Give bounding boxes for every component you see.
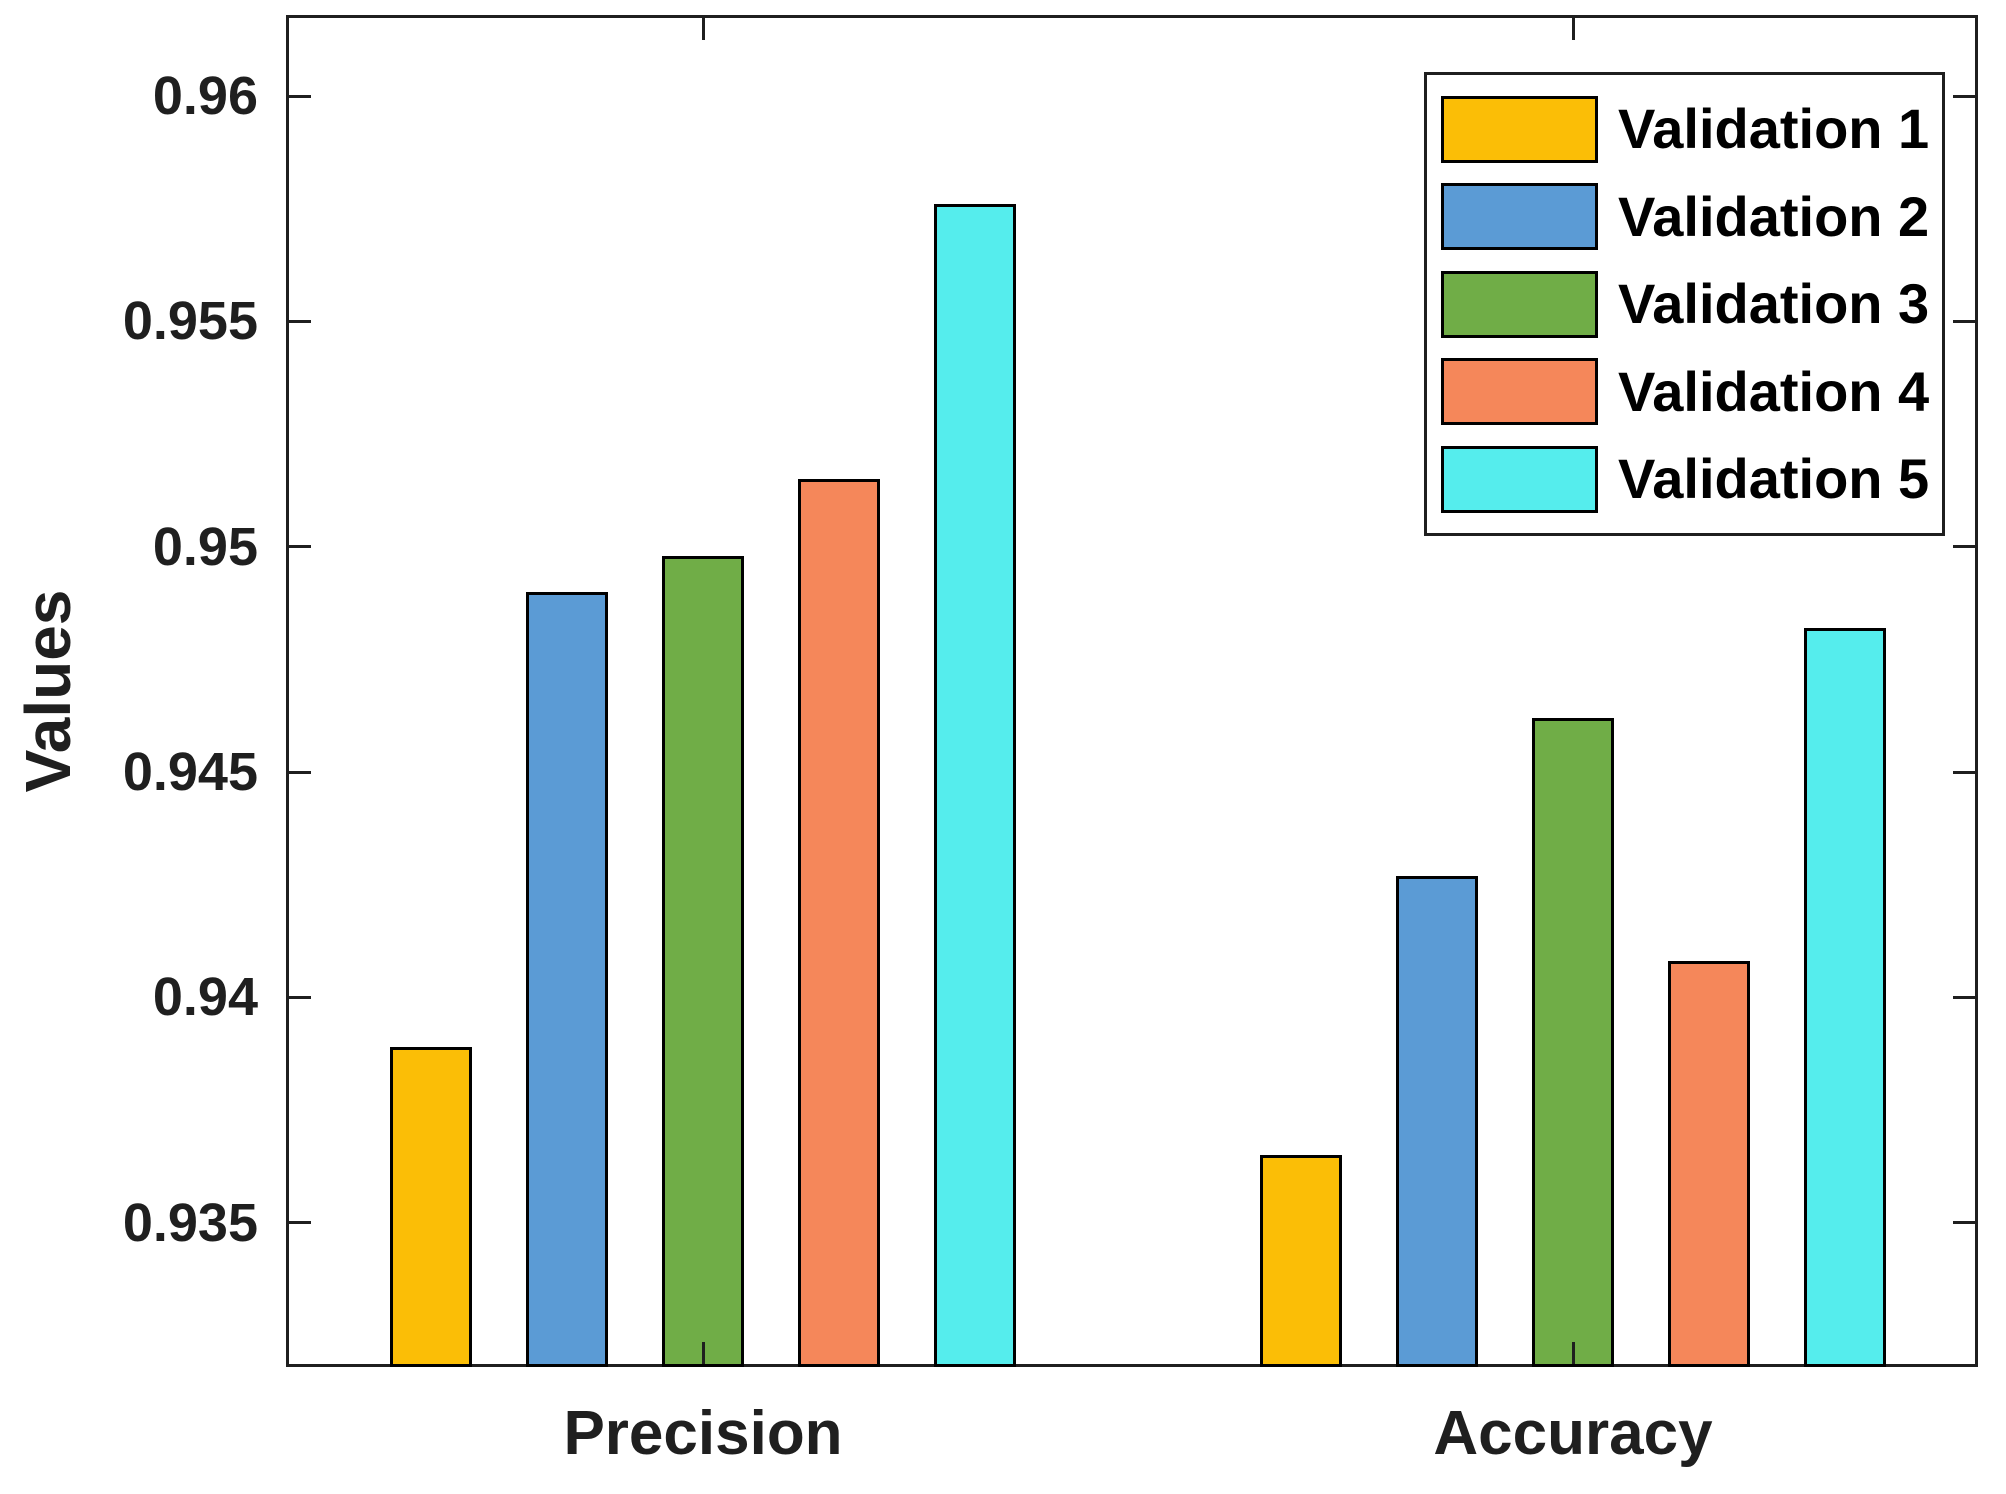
y-tick-label: 0.945 xyxy=(122,742,258,803)
x-tick-label-accuracy: Accuracy xyxy=(1433,1399,1713,1468)
y-tick-right xyxy=(1953,545,1975,549)
legend: Validation 1 Validation 2 Validation 3 Vali… xyxy=(1424,72,1945,536)
y-tick-left xyxy=(289,319,311,323)
y-tick-label: 0.96 xyxy=(152,66,258,127)
y-tick-right xyxy=(1953,770,1975,774)
legend-label: Validation 1 xyxy=(1618,97,1930,160)
legend-entry: Validation 1 xyxy=(1441,95,1942,163)
y-tick-right xyxy=(1953,1221,1975,1225)
x-tick-bottom xyxy=(1571,1342,1575,1364)
bar-precision-validation-5 xyxy=(934,204,1016,1367)
legend-swatch-validation-4 xyxy=(1441,358,1598,425)
y-tick-left xyxy=(289,94,311,98)
bar-accuracy-validation-4 xyxy=(1668,961,1750,1367)
y-tick-label: 0.935 xyxy=(122,1192,258,1253)
legend-entry: Validation 2 xyxy=(1441,183,1942,250)
legend-swatch-validation-5 xyxy=(1441,445,1598,513)
x-tick-top xyxy=(701,18,705,40)
y-tick-left xyxy=(289,770,311,774)
bar-precision-validation-4 xyxy=(798,479,880,1367)
y-tick-right xyxy=(1953,995,1975,999)
x-tick-label-precision: Precision xyxy=(563,1399,843,1468)
bar-accuracy-validation-1 xyxy=(1260,1155,1342,1367)
y-tick-right xyxy=(1953,319,1975,323)
legend-label: Validation 3 xyxy=(1618,272,1930,335)
x-tick-bottom xyxy=(701,1342,705,1364)
legend-entry: Validation 5 xyxy=(1441,445,1942,513)
y-tick-label: 0.94 xyxy=(152,967,258,1028)
legend-label: Validation 4 xyxy=(1618,359,1930,423)
legend-swatch-validation-1 xyxy=(1441,95,1598,163)
legend-label: Validation 5 xyxy=(1618,447,1930,510)
legend-swatch-validation-2 xyxy=(1441,183,1598,250)
bar-precision-validation-3 xyxy=(662,555,744,1367)
y-tick-right xyxy=(1953,94,1975,98)
legend-entry: Validation 4 xyxy=(1441,358,1942,425)
bar-accuracy-validation-5 xyxy=(1804,627,1886,1367)
y-tick-label: 0.95 xyxy=(152,516,258,577)
legend-entry: Validation 3 xyxy=(1441,270,1942,338)
y-tick-label: 0.955 xyxy=(122,291,258,352)
y-tick-left xyxy=(289,545,311,549)
legend-label: Validation 2 xyxy=(1618,184,1930,248)
y-tick-left xyxy=(289,995,311,999)
y-tick-left xyxy=(289,1221,311,1225)
bar-precision-validation-2 xyxy=(526,591,608,1367)
bar-accuracy-validation-3 xyxy=(1532,718,1614,1367)
x-tick-top xyxy=(1571,18,1575,40)
bar-precision-validation-1 xyxy=(390,1047,472,1367)
legend-swatch-validation-3 xyxy=(1441,270,1598,338)
bar-accuracy-validation-2 xyxy=(1396,875,1478,1367)
